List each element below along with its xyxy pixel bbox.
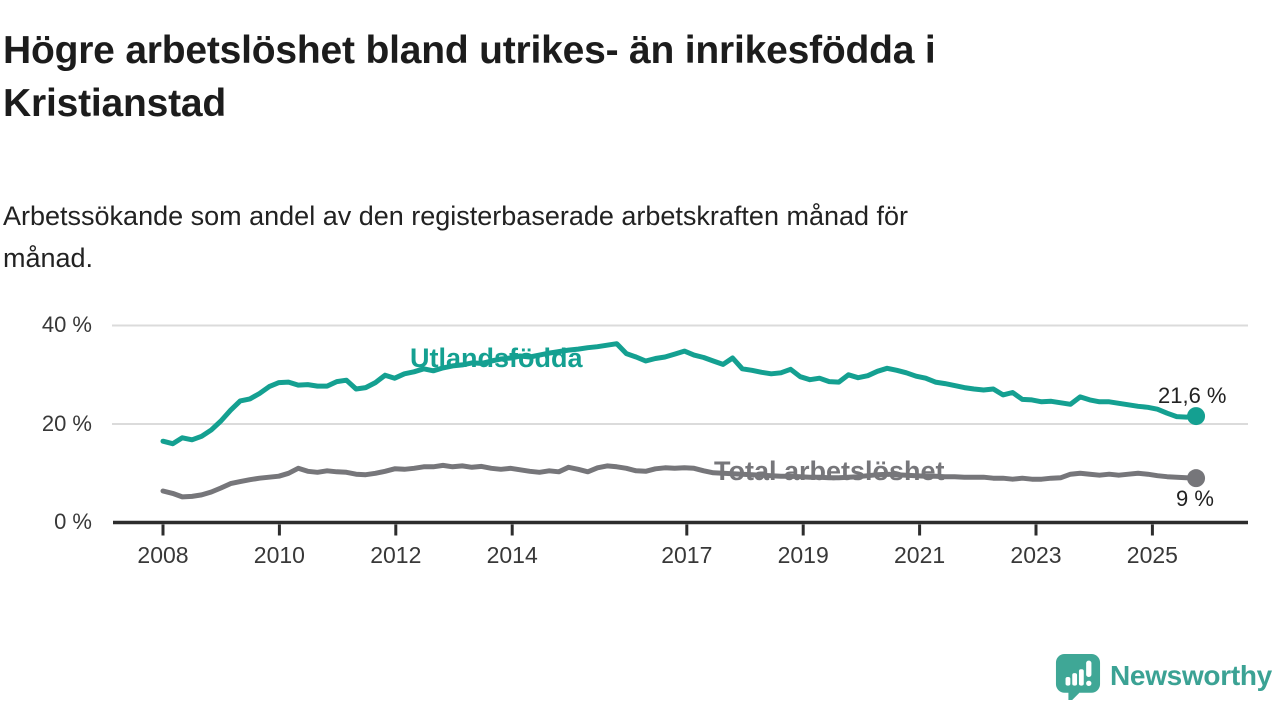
bar-chart-speech-bubble-icon bbox=[1055, 653, 1101, 700]
y-tick-label: 20 % bbox=[41, 411, 92, 436]
page-subtitle-line1: Arbetssökande som andel av den registerb… bbox=[3, 201, 909, 231]
x-tick-label: 2010 bbox=[253, 542, 305, 568]
newsworthy-logo: Newsworthy bbox=[1055, 651, 1272, 700]
x-tick-label: 2019 bbox=[777, 542, 829, 568]
series-line-utlandsfodda bbox=[160, 341, 1199, 447]
x-tick-label: 2025 bbox=[1126, 542, 1178, 568]
y-tick-label: 40 % bbox=[41, 312, 92, 337]
brand-name: Newsworthy bbox=[1110, 659, 1272, 691]
end-value-label-total: 9 % bbox=[1176, 486, 1214, 511]
endpoint-dot-utlandsfodda bbox=[1187, 407, 1206, 426]
series-label-total-arbetsloshet: Total arbetslöshet bbox=[714, 456, 945, 486]
page-subtitle: Arbetssökande som andel av den registerb… bbox=[3, 195, 1183, 279]
page-title: Högre arbetslöshet bland utrikes- än inr… bbox=[3, 24, 1213, 130]
page-subtitle-line2: månad. bbox=[3, 243, 94, 273]
x-tick-label: 2014 bbox=[486, 542, 538, 568]
end-value-label-utlandsfodda: 21,6 % bbox=[1158, 383, 1227, 408]
page-title-line2: Kristianstad bbox=[3, 82, 226, 125]
x-tick-label: 2017 bbox=[661, 542, 713, 568]
series-line-total-arbetsloshet bbox=[160, 462, 1199, 500]
page-title-line1: Högre arbetslöshet bland utrikes- än inr… bbox=[3, 29, 936, 72]
y-tick-label: 0 % bbox=[54, 509, 92, 534]
x-tick-label: 2021 bbox=[894, 542, 946, 568]
x-tick-label: 2012 bbox=[370, 542, 422, 568]
series-label-utlandsfodda: Utlandsfödda bbox=[410, 343, 583, 373]
x-tick-label: 2008 bbox=[137, 542, 189, 568]
x-tick-label: 2023 bbox=[1010, 542, 1062, 568]
endpoint-dot-total-arbetsloshet bbox=[1187, 469, 1206, 488]
